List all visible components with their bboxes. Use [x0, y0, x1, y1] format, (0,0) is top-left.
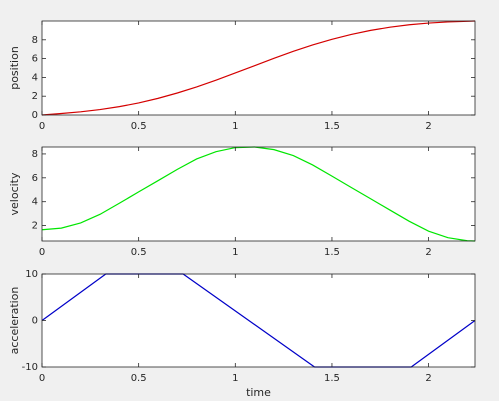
x-tick-label: 1.5: [324, 121, 340, 132]
y-tick-label: 0: [32, 110, 38, 121]
y-axis-label: acceleration: [8, 287, 21, 355]
axes-box: [41, 20, 476, 116]
y-tick-label: 10: [25, 269, 38, 280]
x-tick-label: 2: [425, 121, 431, 132]
y-axis-label: velocity: [8, 172, 21, 215]
data-line: [41, 20, 476, 116]
axes-box: [41, 146, 476, 242]
y-tick-label: 2: [32, 221, 38, 232]
y-tick-label: 8: [32, 149, 38, 160]
x-tick-label: 0.5: [131, 247, 147, 258]
y-tick-label: 8: [32, 35, 38, 46]
x-tick-label: 0.5: [131, 121, 147, 132]
data-line: [41, 273, 476, 368]
y-tick-label: -10: [22, 362, 38, 373]
x-tick-label: 0: [39, 121, 45, 132]
y-tick-label: 4: [32, 72, 38, 83]
x-tick-label: 1: [232, 373, 238, 384]
x-tick-label: 2: [425, 373, 431, 384]
x-tick-label: 1: [232, 121, 238, 132]
y-tick-label: 0: [32, 316, 38, 327]
x-tick-label: 0: [39, 373, 45, 384]
plot-area: [42, 147, 475, 241]
x-tick-label: 1.5: [324, 247, 340, 258]
x-tick-label: 1: [232, 247, 238, 258]
y-tick-label: 6: [32, 173, 38, 184]
plot-area: [42, 21, 475, 115]
y-tick-label: 6: [32, 54, 38, 65]
plot-area: [42, 274, 475, 367]
x-tick-label: 2: [425, 247, 431, 258]
x-tick-label: 1.5: [324, 373, 340, 384]
x-tick-label: 0.5: [131, 373, 147, 384]
y-tick-label: 2: [32, 91, 38, 102]
x-axis-label: time: [246, 386, 271, 399]
data-line: [41, 146, 476, 242]
x-tick-label: 0: [39, 247, 45, 258]
y-axis-label: position: [8, 46, 21, 90]
y-tick-label: 4: [32, 197, 38, 208]
